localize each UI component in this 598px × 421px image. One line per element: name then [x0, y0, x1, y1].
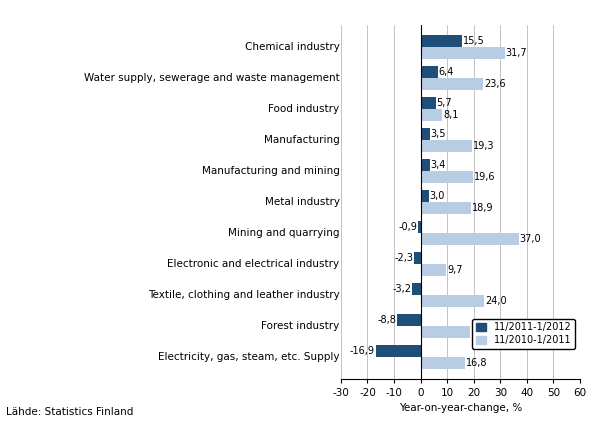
Text: 31,7: 31,7: [506, 48, 527, 58]
Bar: [420, 35, 462, 47]
Text: 16,8: 16,8: [466, 358, 487, 368]
Bar: [420, 264, 446, 276]
Text: 3,5: 3,5: [431, 129, 446, 139]
Text: Electricity, gas, steam, etc. Supply: Electricity, gas, steam, etc. Supply: [158, 352, 340, 362]
Text: Water supply, sewerage and waste management: Water supply, sewerage and waste managem…: [84, 73, 340, 83]
Text: 8,1: 8,1: [443, 110, 458, 120]
Bar: [420, 233, 519, 245]
Bar: [420, 171, 472, 183]
Bar: [414, 252, 420, 264]
Text: -3,2: -3,2: [392, 284, 411, 294]
Text: Lähde: Statistics Finland: Lähde: Statistics Finland: [6, 407, 133, 417]
Text: Food industry: Food industry: [269, 104, 340, 114]
Bar: [420, 190, 429, 202]
Bar: [420, 128, 430, 140]
Bar: [420, 202, 471, 214]
Bar: [420, 47, 505, 59]
Text: 3,0: 3,0: [429, 191, 445, 201]
Text: 9,7: 9,7: [447, 265, 463, 275]
Bar: [420, 159, 429, 171]
Bar: [420, 66, 438, 78]
Bar: [420, 326, 470, 338]
Text: 3,4: 3,4: [431, 160, 446, 170]
Bar: [420, 97, 436, 109]
Text: 37,0: 37,0: [520, 234, 541, 244]
Bar: [420, 140, 472, 152]
Text: 19,3: 19,3: [472, 141, 494, 151]
Legend: 11/2011-1/2012, 11/2010-1/2011: 11/2011-1/2012, 11/2010-1/2011: [472, 319, 575, 349]
Text: -8,8: -8,8: [377, 315, 396, 325]
Text: 18,7: 18,7: [471, 327, 493, 337]
Bar: [420, 357, 465, 369]
Bar: [420, 109, 442, 121]
Text: 5,7: 5,7: [437, 98, 452, 108]
Text: -2,3: -2,3: [395, 253, 414, 263]
Text: 24,0: 24,0: [485, 296, 507, 306]
Text: Mining and quarrying: Mining and quarrying: [228, 228, 340, 238]
Text: 18,9: 18,9: [472, 203, 493, 213]
Text: 23,6: 23,6: [484, 79, 506, 89]
Bar: [418, 221, 420, 233]
Text: -0,9: -0,9: [398, 222, 417, 232]
Text: Chemical industry: Chemical industry: [245, 42, 340, 52]
Bar: [420, 295, 484, 307]
Bar: [397, 314, 420, 326]
Text: 6,4: 6,4: [438, 67, 454, 77]
X-axis label: Year-on-year-change, %: Year-on-year-change, %: [399, 403, 522, 413]
Text: Textile, clothing and leather industry: Textile, clothing and leather industry: [148, 290, 340, 300]
Text: Manufacturing and mining: Manufacturing and mining: [202, 166, 340, 176]
Bar: [420, 78, 483, 90]
Text: Electronic and electrical industry: Electronic and electrical industry: [167, 259, 340, 269]
Bar: [412, 283, 420, 295]
Text: 19,6: 19,6: [474, 172, 495, 182]
Bar: [376, 345, 420, 357]
Text: Metal industry: Metal industry: [264, 197, 340, 207]
Text: Manufacturing: Manufacturing: [264, 135, 340, 145]
Text: -16,9: -16,9: [350, 346, 375, 356]
Text: Forest industry: Forest industry: [261, 321, 340, 331]
Text: 15,5: 15,5: [463, 36, 484, 46]
